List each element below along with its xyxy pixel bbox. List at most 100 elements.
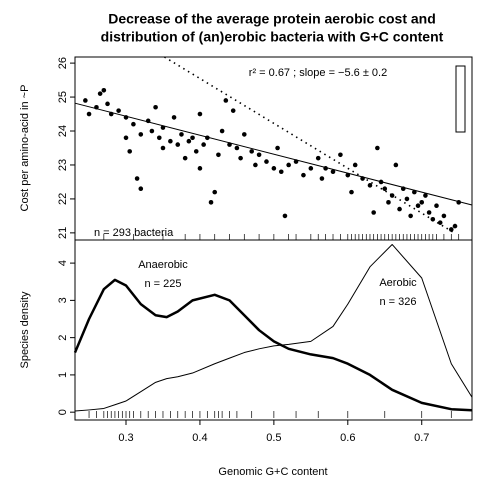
point (212, 189, 218, 195)
y-axis-label: Species density (19, 291, 31, 369)
point (179, 132, 184, 137)
point (308, 166, 314, 171)
point (408, 213, 413, 219)
point (105, 101, 110, 107)
x-tick-label: 0.4 (192, 432, 207, 444)
point (138, 186, 144, 192)
point (404, 196, 410, 202)
fit-annotation: r² = 0.67 ; slope = −5.6 ± 0.2 (249, 67, 387, 79)
point (190, 135, 195, 141)
x-tick-label: 0.6 (340, 432, 355, 444)
point (275, 145, 280, 151)
point (193, 149, 199, 154)
point (386, 200, 391, 205)
y-tick-label: 25 (57, 91, 69, 103)
x-tick-label: 0.5 (266, 432, 281, 444)
point (208, 200, 214, 205)
y-tick-label: 22 (57, 193, 69, 205)
legend-box (455, 65, 466, 133)
point (197, 111, 203, 117)
point (367, 183, 373, 188)
point (319, 176, 325, 181)
point (134, 176, 140, 181)
y-tick-label: 23 (57, 159, 69, 171)
chart-title: Decrease of the average protein aerobic … (108, 11, 436, 27)
y-tick-label: 21 (57, 227, 69, 239)
point (448, 227, 454, 232)
point (241, 132, 247, 137)
point (271, 166, 277, 171)
point (83, 98, 88, 103)
y-tick-label: 24 (57, 125, 69, 137)
point (216, 152, 221, 158)
fit-line (74, 102, 473, 206)
point (371, 210, 376, 215)
x-tick-label: 0.7 (414, 432, 429, 444)
point (349, 189, 354, 195)
point (282, 213, 288, 219)
y-tick-label: 0 (57, 409, 69, 415)
point (249, 149, 254, 154)
point (116, 108, 121, 113)
point (426, 210, 432, 215)
point (201, 142, 206, 147)
y-tick-label: 3 (57, 297, 69, 303)
point (171, 115, 177, 120)
point (256, 152, 262, 158)
point (131, 121, 136, 127)
point (153, 104, 158, 110)
point (123, 135, 129, 141)
point (278, 169, 284, 175)
y-tick-label: 26 (57, 57, 69, 69)
point (345, 172, 351, 178)
point (175, 142, 181, 147)
point (234, 145, 240, 151)
y-tick-label: 4 (57, 260, 69, 266)
point (156, 135, 162, 141)
top-panel-frame (74, 56, 473, 241)
point (330, 169, 336, 175)
point (97, 91, 103, 96)
point (423, 193, 428, 198)
point (375, 145, 380, 151)
density-line (73, 278, 473, 412)
y-tick-label: 2 (57, 335, 69, 341)
point (197, 166, 203, 171)
point (286, 162, 291, 168)
point (419, 200, 425, 205)
point (437, 220, 443, 225)
fit-line (164, 56, 455, 234)
point (219, 128, 225, 134)
point (434, 203, 439, 209)
point (86, 111, 92, 117)
x-axis-label: Genomic G+C content (218, 466, 327, 478)
series-label: Aerobic (379, 277, 417, 289)
point (352, 162, 358, 168)
point (149, 128, 155, 134)
x-tick-label: 0.3 (118, 432, 133, 444)
point (138, 132, 144, 137)
density-line (74, 243, 473, 412)
point (382, 186, 388, 192)
point (301, 172, 306, 178)
point (160, 145, 166, 151)
point (264, 159, 269, 164)
point (338, 152, 343, 158)
point (452, 223, 458, 229)
y-axis-label: Cost per amino-acid in ~P (19, 85, 31, 212)
point (415, 203, 421, 209)
series-label: Anaerobic (138, 259, 188, 271)
point (441, 213, 447, 219)
point (397, 206, 402, 212)
series-count: n = 225 (144, 278, 181, 290)
chart-subtitle: distribution of (an)erobic bacteria with… (101, 29, 444, 45)
y-tick-label: 1 (57, 372, 69, 378)
count-annotation: n = 293 bacteria (94, 227, 174, 239)
point (315, 155, 321, 161)
point (230, 108, 236, 113)
series-count: n = 326 (379, 296, 416, 308)
point (186, 138, 192, 144)
point (253, 162, 258, 168)
point (101, 87, 107, 93)
